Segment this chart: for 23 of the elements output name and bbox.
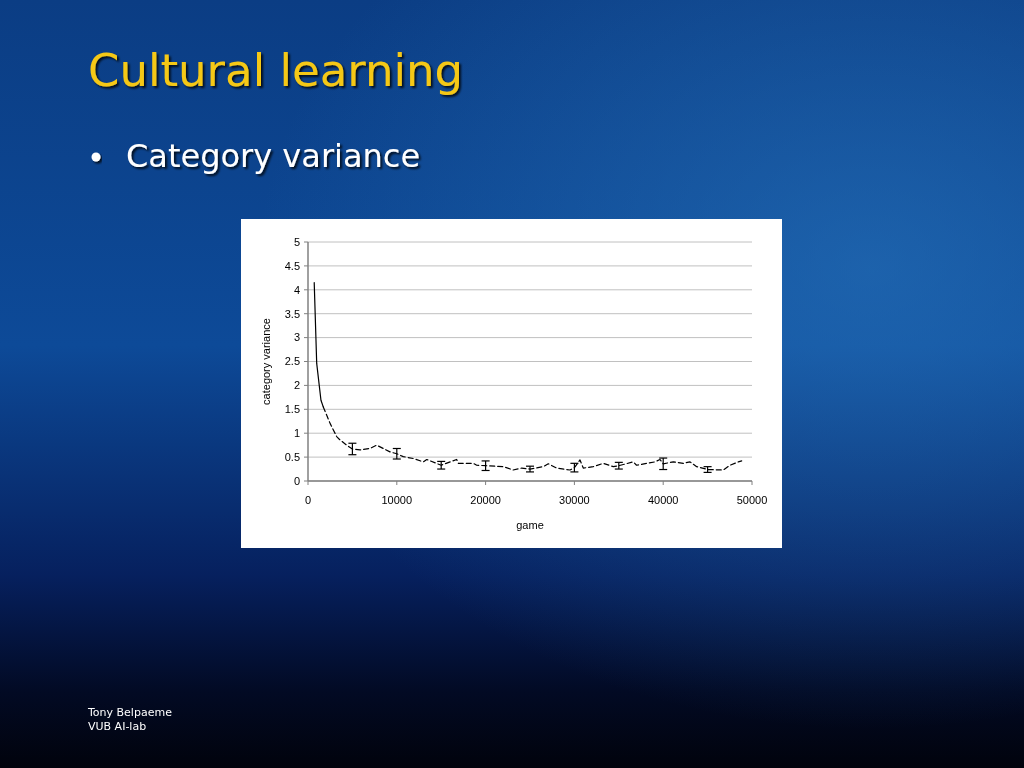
y-tick-label: 1.5 bbox=[284, 403, 300, 416]
y-tick-label: 3 bbox=[293, 331, 300, 344]
chart-subtitle: Category variance bbox=[126, 137, 421, 175]
text: VUB AI-lab bbox=[88, 720, 147, 733]
x-tick-label: 50000 bbox=[736, 494, 768, 506]
chart-title: Cultural learning bbox=[88, 44, 464, 97]
x-tick-label: 20000 bbox=[470, 494, 501, 506]
y-tick-label: 2 bbox=[293, 379, 300, 392]
y-tick-label: 4 bbox=[293, 283, 300, 296]
x-tick-label: 0 bbox=[304, 494, 312, 506]
y-tick-label: 3.5 bbox=[284, 307, 300, 320]
y-tick-label: 2.5 bbox=[284, 355, 300, 368]
y-tick-label: 5 bbox=[293, 235, 300, 248]
text: Tony Belpaeme bbox=[87, 706, 173, 719]
x-axis-title: game bbox=[516, 519, 544, 531]
y-tick-label: 0.5 bbox=[284, 450, 300, 463]
y-tick-label: 4.5 bbox=[284, 259, 300, 272]
x-tick-label: 10000 bbox=[381, 494, 413, 506]
y-tick-label: 1 bbox=[293, 427, 300, 440]
y-tick-label: 0 bbox=[293, 474, 300, 487]
y-axis-title: category variance bbox=[260, 318, 272, 405]
x-tick-label: 40000 bbox=[647, 494, 679, 506]
x-tick-label: 30000 bbox=[559, 494, 590, 506]
